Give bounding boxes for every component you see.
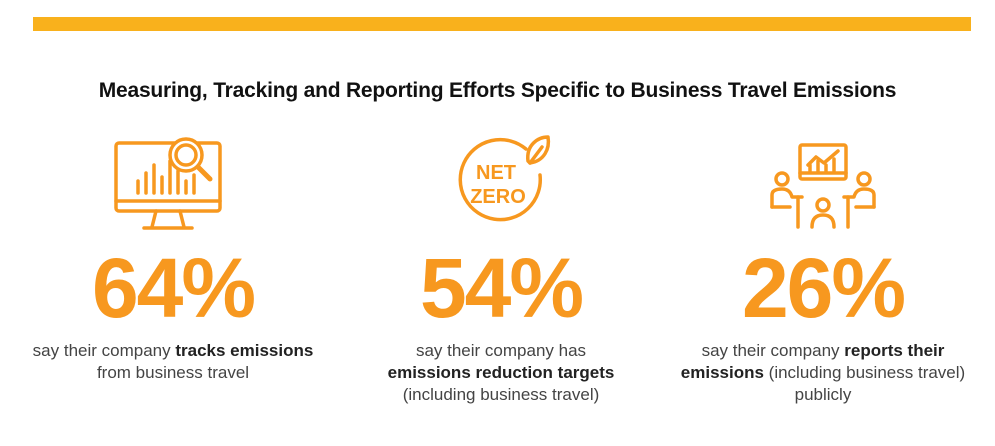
desc-bold-text: tracks emissions [175, 341, 314, 360]
stat-value: 26% [741, 241, 906, 335]
desc-text: say their company [701, 341, 845, 360]
top-accent-bar [33, 17, 971, 31]
stat-description: say their company reports their emission… [673, 340, 973, 406]
stat-reduction-targets: NET ZERO 54% say their company has emiss… [351, 130, 651, 406]
stat-value: 54% [419, 241, 584, 335]
desc-text: (including business travel) publicly [763, 363, 966, 404]
stat-description: say their company has emissions reductio… [351, 340, 651, 406]
desc-text: from business travel [96, 363, 250, 382]
desc-text: say their company [32, 341, 176, 360]
icon-text-net: NET [476, 162, 516, 184]
net-zero-leaf-icon: NET ZERO [351, 130, 651, 240]
desc-text: (including business travel) [402, 385, 600, 404]
stat-description: say their company tracks emissions from … [23, 340, 323, 384]
desc-bold-text: reports their emissions [680, 341, 945, 382]
icon-text-zero: ZERO [470, 186, 526, 208]
stat-tracks-emissions: 64% say their company tracks emissions f… [23, 130, 323, 384]
stat-reports-publicly: 26% say their company reports their emis… [673, 130, 973, 406]
desc-text: say their company has [415, 341, 587, 360]
meeting-presentation-icon [673, 130, 973, 240]
monitor-analytics-icon [23, 130, 323, 240]
page-title: Measuring, Tracking and Reporting Effort… [98, 79, 897, 102]
desc-bold-text: emissions reduction targets [387, 363, 615, 382]
stat-value: 64% [91, 241, 256, 335]
